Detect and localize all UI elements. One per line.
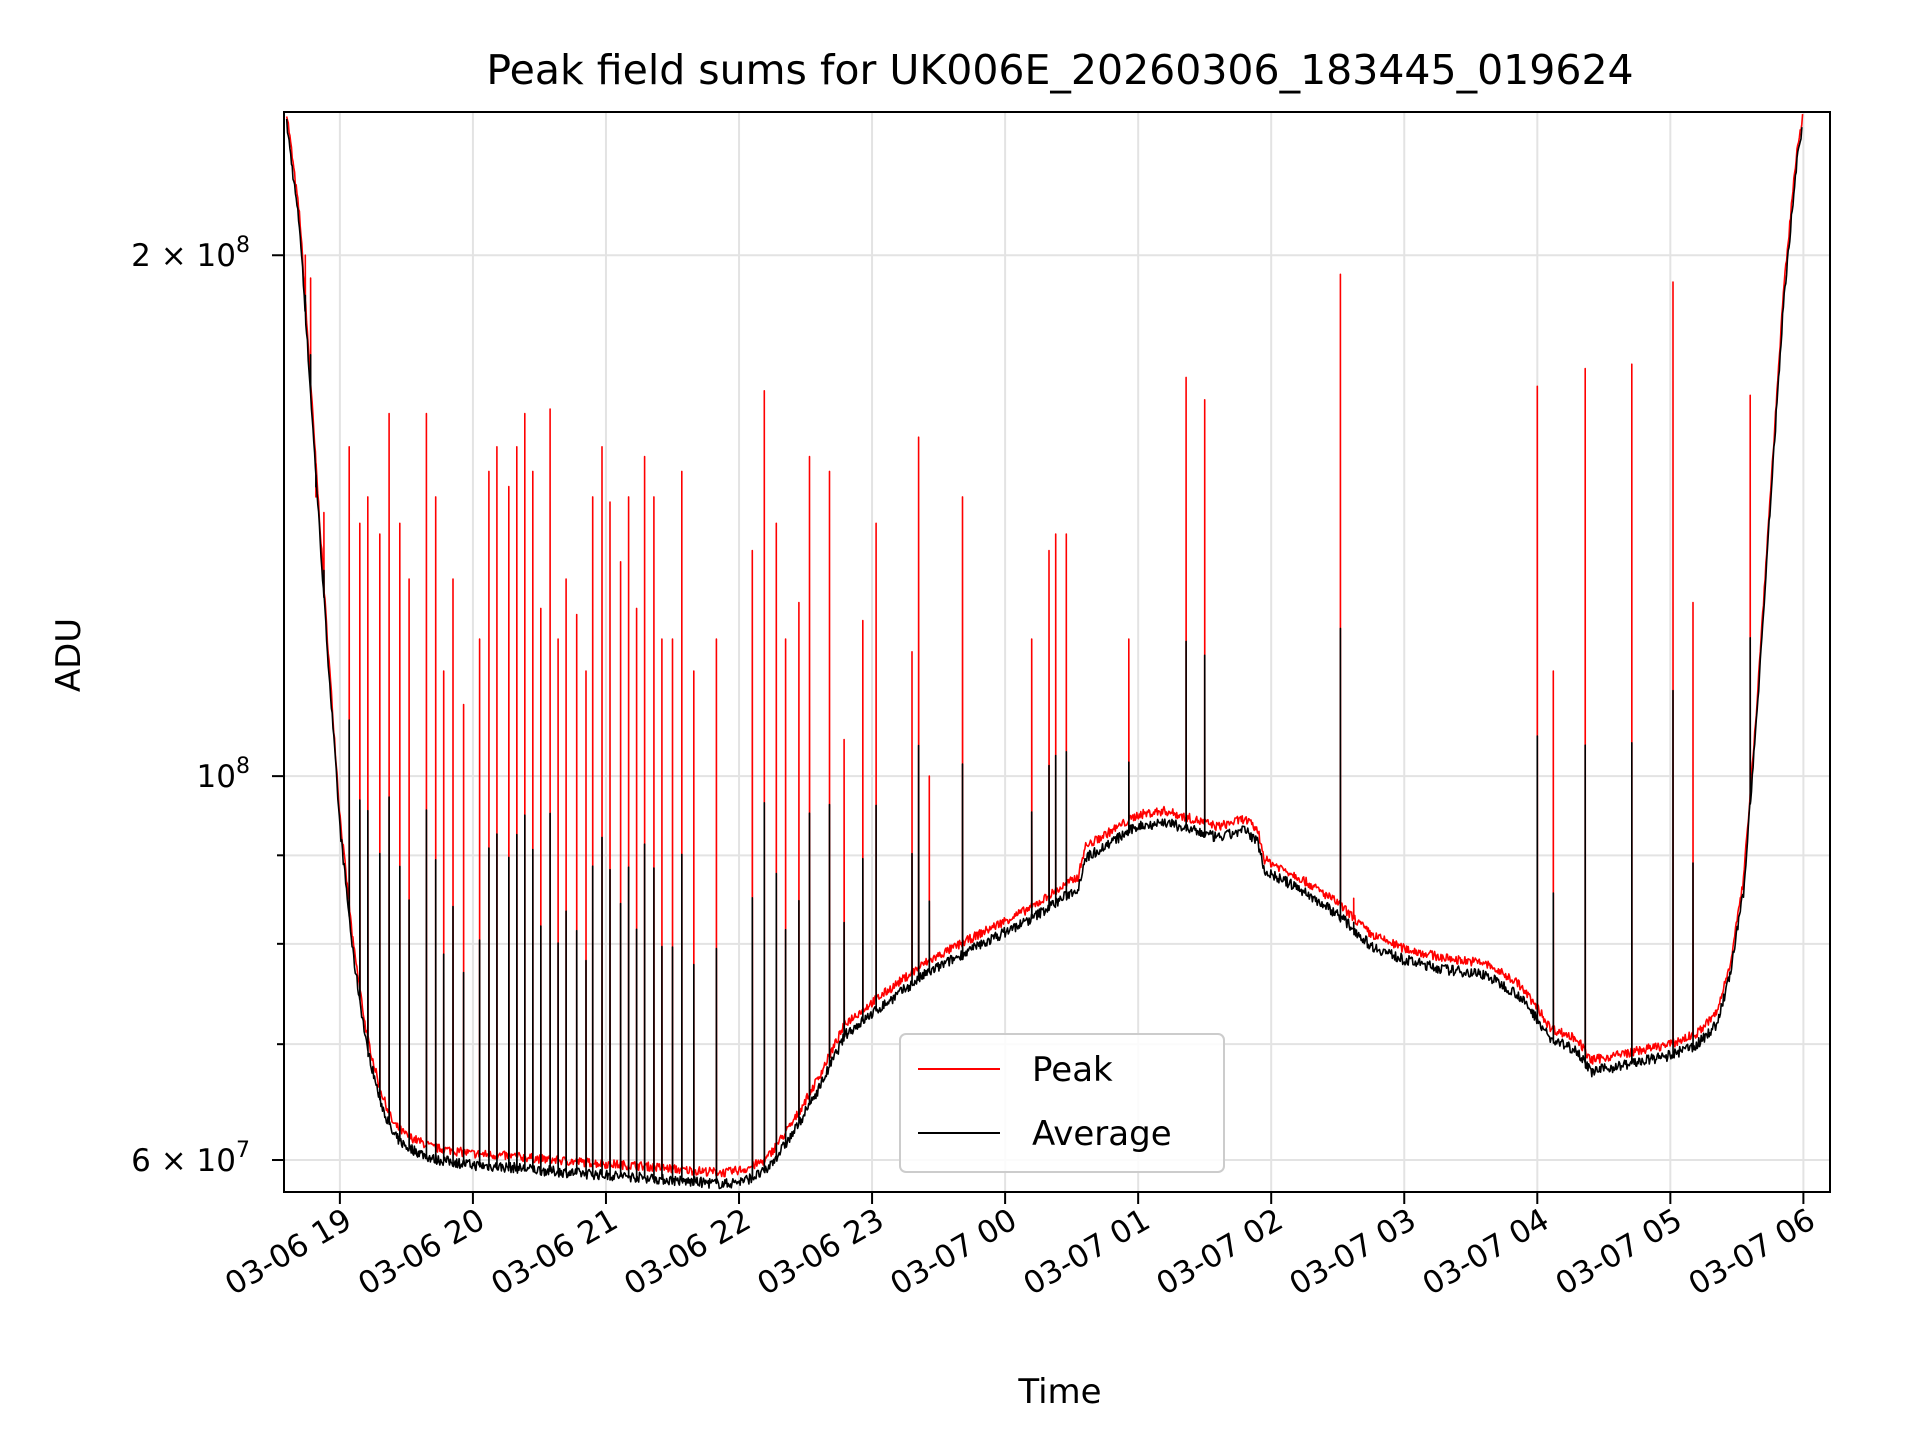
y-tick-label: 6 × 107 [131,1138,250,1179]
series-line-average [285,118,1803,1190]
y-tick-label: 2 × 108 [131,233,250,274]
chart-title: Peak field sums for UK006E_20260306_1834… [486,46,1633,94]
y-axis-label: ADU [49,618,89,692]
y-tick-label: 108 [197,754,250,795]
legend-label-average: Average [1032,1114,1172,1154]
plot-frame [283,111,1831,1193]
y-axis: 6 × 107 108 2 × 108 [131,233,284,1179]
x-axis-label: Time [1017,1372,1101,1412]
series-line-peak [285,114,1804,1178]
legend-label-peak: Peak [1032,1050,1113,1090]
legend: Peak Average [899,1033,1225,1173]
